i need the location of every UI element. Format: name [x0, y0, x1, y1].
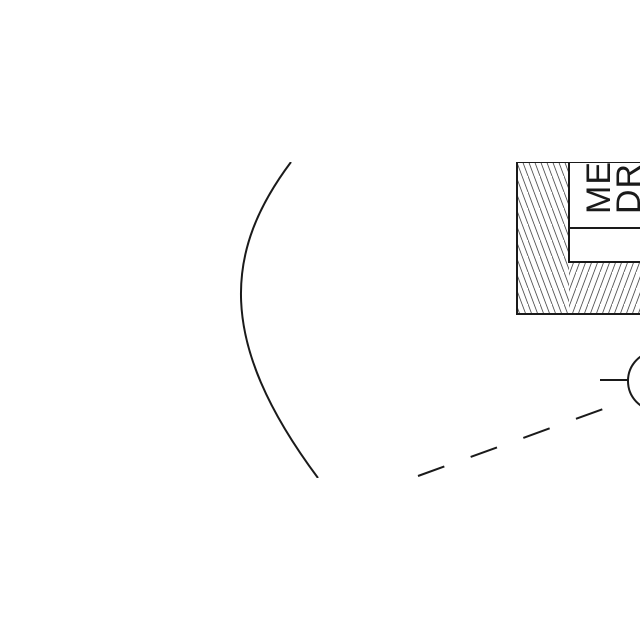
fixture-circle — [627, 355, 640, 407]
curved-outline — [240, 162, 319, 478]
cabinet-inner-frame — [568, 162, 640, 263]
cabinet-label-line1: ME — [580, 161, 618, 214]
cabinet-label-line2: DR — [610, 163, 640, 214]
fixture-symbol — [600, 355, 640, 407]
dashed-swing-line — [417, 399, 629, 477]
wood-hatch-bottom — [569, 262, 640, 314]
wood-hatch-left — [517, 162, 569, 314]
cabinet-block: ME DR — [516, 161, 640, 315]
cabinet-outer-frame — [516, 162, 640, 315]
